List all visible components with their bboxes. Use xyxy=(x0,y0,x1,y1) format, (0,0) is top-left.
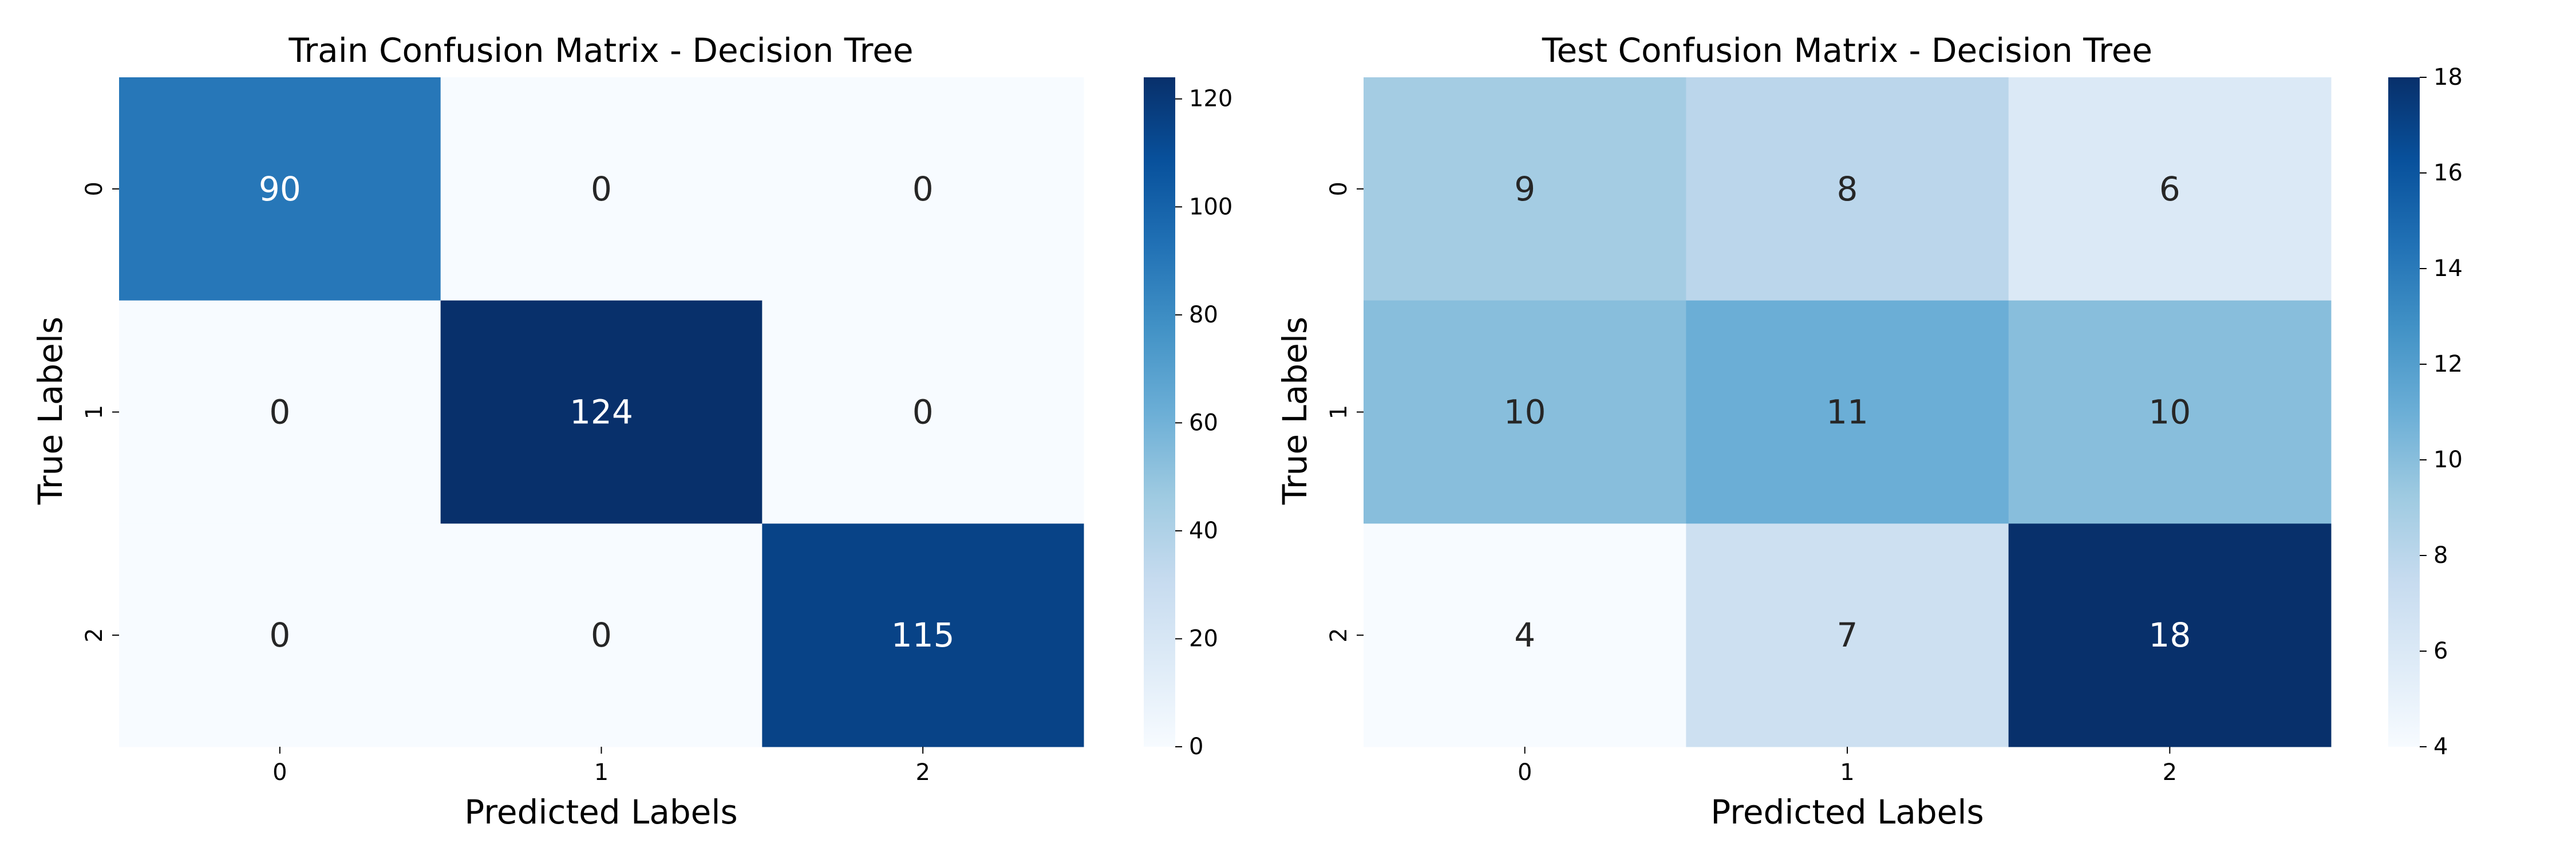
test-colorbar-ticks: 4 6 8 10 12 14 16 18 xyxy=(2420,64,2463,760)
train-cell-label-r2-c2: 115 xyxy=(891,616,955,655)
train-colorbar-tick-label-1: 20 xyxy=(1189,625,1218,652)
train-cell-label-r2-c1: 0 xyxy=(591,616,612,655)
train-colorbar-tick-label-4: 80 xyxy=(1189,302,1218,328)
test-colorbar-tick-label-0: 4 xyxy=(2433,734,2448,760)
train-colorbar-tick-label-5: 100 xyxy=(1189,194,1232,220)
train-cell-label-r0-c1: 0 xyxy=(591,170,612,208)
train-cell-label-r1-c0: 0 xyxy=(269,393,290,432)
train-cell-r1-c1 xyxy=(440,300,762,524)
test-y-tick-label-1: 1 xyxy=(1326,405,1352,419)
train-cell-r2-c2 xyxy=(762,523,1084,747)
test-cell-label-r1-c0: 10 xyxy=(1504,393,1546,432)
train-cell-label-r1-c2: 0 xyxy=(912,393,934,432)
test-colorbar-tick-label-3: 10 xyxy=(2433,447,2463,473)
test-cell-label-r2-c0: 4 xyxy=(1514,616,1535,655)
test-cell-label-r0-c1: 8 xyxy=(1837,170,1858,208)
test-cell-r0-c2 xyxy=(2008,77,2332,301)
train-colorbar-tick-label-6: 120 xyxy=(1189,86,1232,112)
test-colorbar-tick-label-7: 18 xyxy=(2433,64,2463,90)
test-cell-r1-c1 xyxy=(1686,300,2009,524)
train-cell-r2-c0 xyxy=(119,523,441,747)
train-cell-r0-c2 xyxy=(762,77,1084,301)
train-x-tick-label-1: 1 xyxy=(594,759,609,786)
train-x-ticks: 0 1 2 xyxy=(272,747,930,786)
train-cell-r0-c0 xyxy=(119,77,441,301)
train-cell-r1-c2 xyxy=(762,300,1084,524)
train-y-tick-label-2: 2 xyxy=(81,628,108,642)
train-y-tick-label-1: 1 xyxy=(81,405,108,419)
test-cell-annotations: 9 8 6 10 11 10 4 7 18 xyxy=(1504,170,2191,655)
train-cell-r0-c1 xyxy=(440,77,762,301)
train-heatmap-cells xyxy=(119,77,1084,747)
test-heatmap-cells xyxy=(1364,77,2332,747)
test-panel: Test Confusion Matrix - Decision Tree 9 8… xyxy=(1275,31,2463,832)
train-xlabel: Predicted Labels xyxy=(464,793,737,832)
test-cell-label-r2-c1: 7 xyxy=(1837,616,1858,655)
test-x-tick-label-1: 1 xyxy=(1840,759,1854,786)
test-colorbar xyxy=(2388,77,2420,747)
test-xlabel: Predicted Labels xyxy=(1710,793,1984,832)
test-cell-label-r1-c1: 11 xyxy=(1826,393,1868,432)
train-cell-label-r1-c1: 124 xyxy=(570,393,633,432)
test-cell-r2-c2 xyxy=(2008,523,2332,747)
train-cell-label-r0-c0: 90 xyxy=(259,170,301,208)
test-cell-label-r0-c2: 6 xyxy=(2159,170,2180,208)
test-ylabel: True Labels xyxy=(1275,317,1314,505)
test-cell-r0-c0 xyxy=(1364,77,1686,301)
test-y-tick-label-2: 2 xyxy=(1326,628,1352,642)
train-ylabel: True Labels xyxy=(31,317,70,505)
train-y-ticks: 0 1 2 xyxy=(81,182,119,643)
train-cell-r2-c1 xyxy=(440,523,762,747)
test-cell-r1-c2 xyxy=(2008,300,2332,524)
train-y-tick-label-0: 0 xyxy=(81,182,108,196)
train-title: Train Confusion Matrix - Decision Tree xyxy=(288,31,913,70)
train-panel: Train Confusion Matrix - Decision Tree 9… xyxy=(31,31,1232,832)
train-cell-r1-c0 xyxy=(119,300,441,524)
train-colorbar-tick-label-2: 40 xyxy=(1189,518,1218,544)
test-cell-r2-c1 xyxy=(1686,523,2009,747)
test-colorbar-tick-label-5: 14 xyxy=(2433,255,2463,282)
test-x-tick-label-2: 2 xyxy=(2163,759,2177,786)
test-cell-r0-c1 xyxy=(1686,77,2009,301)
test-cell-r1-c0 xyxy=(1364,300,1686,524)
test-colorbar-tick-label-6: 16 xyxy=(2433,160,2463,186)
train-cell-label-r2-c0: 0 xyxy=(269,616,290,655)
test-title: Test Confusion Matrix - Decision Tree xyxy=(1542,31,2152,70)
test-cell-label-r1-c2: 10 xyxy=(2148,393,2191,432)
test-x-ticks: 0 1 2 xyxy=(1518,747,2177,786)
test-y-ticks: 0 1 2 xyxy=(1326,182,1364,643)
train-colorbar-tick-label-0: 0 xyxy=(1189,734,1203,760)
train-colorbar-ticks: 0 20 40 60 80 100 120 xyxy=(1175,86,1232,760)
train-x-tick-label-0: 0 xyxy=(272,759,287,786)
test-cell-r2-c0 xyxy=(1364,523,1686,747)
train-x-tick-label-2: 2 xyxy=(915,759,930,786)
train-cell-annotations: 90 0 0 0 124 0 0 0 115 xyxy=(259,170,955,655)
test-cell-label-r0-c0: 9 xyxy=(1514,170,1535,208)
test-x-tick-label-0: 0 xyxy=(1518,759,1532,786)
test-colorbar-tick-label-4: 12 xyxy=(2433,351,2463,377)
test-colorbar-tick-label-1: 6 xyxy=(2433,638,2448,664)
train-cell-label-r0-c2: 0 xyxy=(912,170,934,208)
test-y-tick-label-0: 0 xyxy=(1326,182,1352,196)
train-colorbar xyxy=(1144,77,1175,747)
test-cell-label-r2-c2: 18 xyxy=(2148,616,2191,655)
train-colorbar-tick-label-3: 60 xyxy=(1189,409,1218,436)
test-colorbar-tick-label-2: 8 xyxy=(2433,542,2448,569)
